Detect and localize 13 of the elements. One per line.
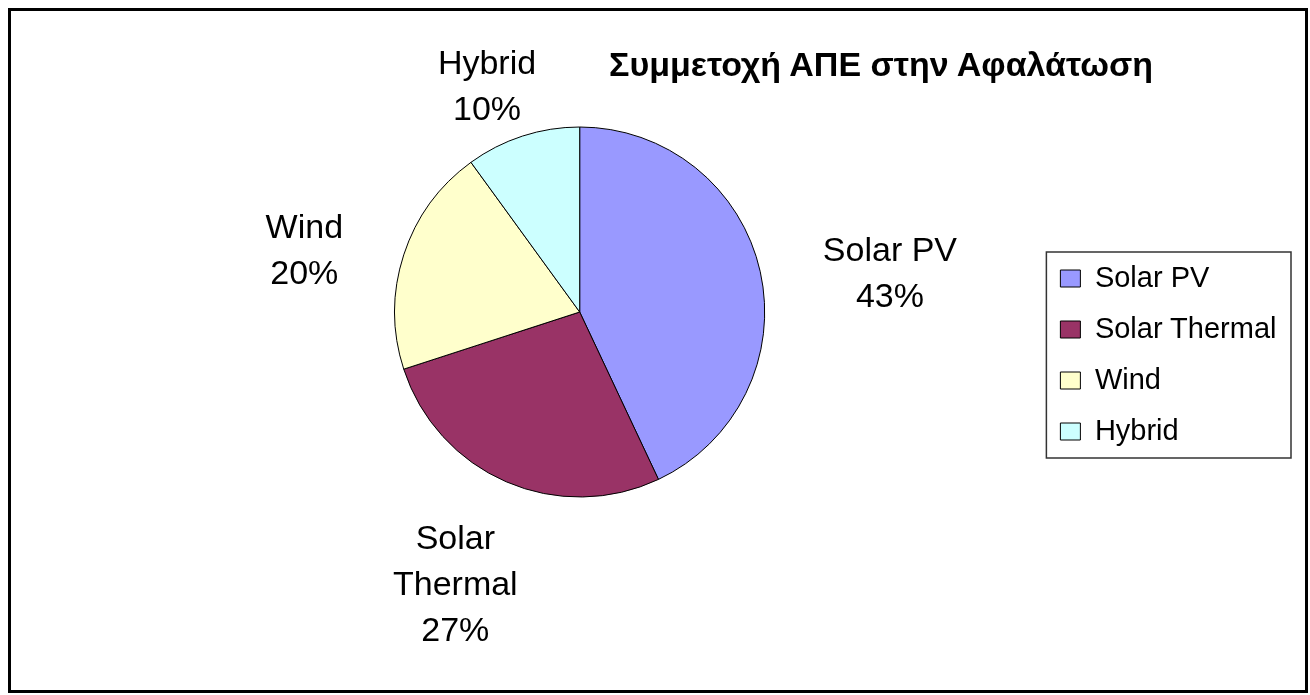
legend-label: Hybrid bbox=[1094, 413, 1179, 446]
data-label: 43% bbox=[855, 275, 924, 314]
data-label: 27% bbox=[421, 609, 490, 648]
data-label: 20% bbox=[270, 252, 339, 291]
legend-label: Solar Thermal bbox=[1094, 311, 1277, 344]
data-label: 10% bbox=[452, 88, 522, 127]
slice-label: Solar PV bbox=[822, 229, 958, 268]
slice-label: Wind bbox=[265, 206, 344, 245]
legend-label: Solar PV bbox=[1094, 260, 1210, 293]
slice-label: Hybrid bbox=[437, 42, 537, 81]
slice-label: Solar Thermal bbox=[392, 517, 518, 602]
legend-label: Wind bbox=[1094, 362, 1161, 395]
chart-title: Συμμετοχή ΑΠΕ στην Αφαλάτωση bbox=[609, 45, 1153, 84]
